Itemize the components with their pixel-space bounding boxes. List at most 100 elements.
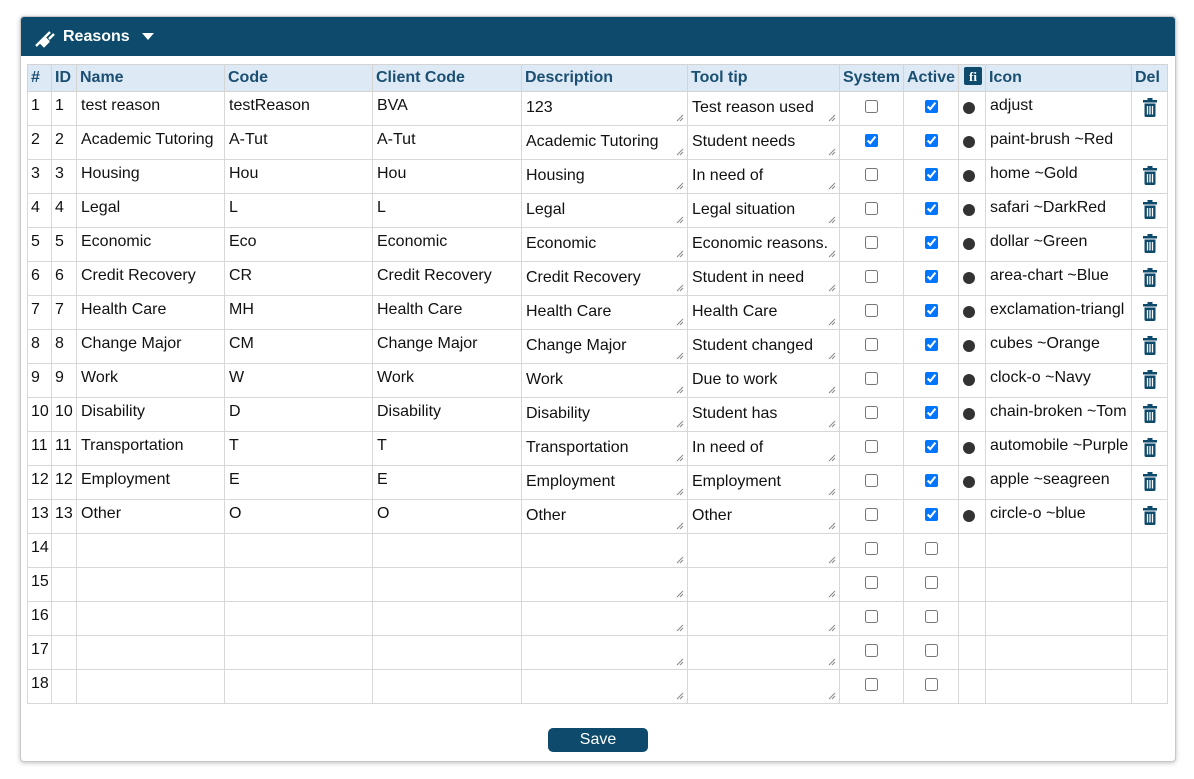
description-cell[interactable]: Credit Recovery xyxy=(521,261,688,296)
tooltip-cell[interactable]: Economic reasons. xyxy=(687,227,840,262)
tooltip-cell[interactable] xyxy=(687,601,840,636)
column-header[interactable]: Code xyxy=(224,64,373,92)
active-checkbox[interactable] xyxy=(924,168,938,181)
description-cell[interactable]: Other xyxy=(521,499,688,534)
delete-button[interactable] xyxy=(1142,234,1158,257)
delete-button[interactable] xyxy=(1142,302,1158,325)
column-header[interactable]: # xyxy=(27,64,52,92)
tooltip-cell[interactable] xyxy=(687,669,840,704)
delete-button[interactable] xyxy=(1142,370,1158,393)
active-checkbox[interactable] xyxy=(924,610,938,623)
active-checkbox[interactable] xyxy=(924,202,938,215)
code-cell: Eco xyxy=(224,227,373,262)
active-checkbox[interactable] xyxy=(924,304,938,317)
description-cell[interactable] xyxy=(521,533,688,568)
active-checkbox[interactable] xyxy=(924,406,938,419)
description-cell[interactable] xyxy=(521,601,688,636)
delete-button[interactable] xyxy=(1142,166,1158,189)
column-header[interactable]: Tool tip xyxy=(687,64,840,92)
active-checkbox[interactable] xyxy=(924,542,938,555)
tooltip-cell[interactable]: Test reason used xyxy=(687,91,840,126)
tooltip-cell[interactable]: Due to work xyxy=(687,363,840,398)
description-cell[interactable]: Change Major xyxy=(521,329,688,364)
tooltip-cell[interactable] xyxy=(687,567,840,602)
column-header[interactable]: Name xyxy=(76,64,225,92)
system-checkbox[interactable] xyxy=(865,202,878,215)
description-cell[interactable]: Economic xyxy=(521,227,688,262)
system-checkbox[interactable] xyxy=(865,304,878,317)
description-cell[interactable]: Academic Tutoring xyxy=(521,125,688,160)
tooltip-cell[interactable] xyxy=(687,635,840,670)
description-cell[interactable] xyxy=(521,669,688,704)
active-checkbox[interactable] xyxy=(924,644,938,657)
tooltip-cell[interactable]: Other xyxy=(687,499,840,534)
delete-button[interactable] xyxy=(1142,98,1158,121)
tooltip-cell[interactable]: Student in need xyxy=(687,261,840,296)
description-cell[interactable]: Housing xyxy=(521,159,688,194)
reason-row: 4 4 Legal L L Legal Legal situation safari ~Dar… xyxy=(27,193,1168,228)
active-checkbox[interactable] xyxy=(924,440,938,453)
save-button[interactable]: Save xyxy=(548,728,648,752)
system-checkbox[interactable] xyxy=(865,644,878,657)
tooltip-cell[interactable] xyxy=(687,533,840,568)
delete-button[interactable] xyxy=(1142,268,1158,291)
column-header[interactable]: Description xyxy=(521,64,688,92)
active-checkbox[interactable] xyxy=(924,270,938,283)
active-checkbox[interactable] xyxy=(924,508,938,521)
active-checkbox[interactable] xyxy=(924,678,938,691)
tooltip-cell[interactable]: In need of xyxy=(687,431,840,466)
system-checkbox[interactable] xyxy=(865,610,878,623)
description-cell[interactable]: Employment xyxy=(521,465,688,500)
active-checkbox[interactable] xyxy=(924,576,938,589)
active-checkbox[interactable] xyxy=(924,100,938,113)
description-cell[interactable] xyxy=(521,635,688,670)
description-cell[interactable]: Health Care xyxy=(521,295,688,330)
tooltip-cell[interactable]: Student changed xyxy=(687,329,840,364)
system-checkbox[interactable] xyxy=(865,338,878,351)
system-checkbox[interactable] xyxy=(865,406,878,419)
description-cell[interactable]: Transportation xyxy=(521,431,688,466)
system-checkbox[interactable] xyxy=(865,474,878,487)
description-cell[interactable]: Work xyxy=(521,363,688,398)
active-checkbox[interactable] xyxy=(924,372,938,385)
description-cell[interactable] xyxy=(521,567,688,602)
tooltip-cell[interactable]: Employment xyxy=(687,465,840,500)
tooltip-cell[interactable]: In need of xyxy=(687,159,840,194)
column-header[interactable]: Icon xyxy=(985,64,1132,92)
delete-button[interactable] xyxy=(1142,200,1158,223)
active-checkbox[interactable] xyxy=(924,474,938,487)
tooltip-cell[interactable]: Student has xyxy=(687,397,840,432)
system-checkbox[interactable] xyxy=(865,542,878,555)
system-checkbox[interactable] xyxy=(865,168,878,181)
system-checkbox[interactable] xyxy=(865,440,878,453)
active-checkbox[interactable] xyxy=(924,236,938,249)
delete-button[interactable] xyxy=(1142,438,1158,461)
delete-button[interactable] xyxy=(1142,506,1158,529)
system-checkbox[interactable] xyxy=(865,270,878,283)
panel-header[interactable]: Reasons xyxy=(21,17,1175,56)
tooltip-cell[interactable]: Legal situation xyxy=(687,193,840,228)
description-cell[interactable]: 123 xyxy=(521,91,688,126)
description-cell[interactable]: Legal xyxy=(521,193,688,228)
icon-preview-cell xyxy=(958,533,986,568)
system-checkbox[interactable] xyxy=(865,372,878,385)
active-checkbox[interactable] xyxy=(924,338,938,351)
column-header[interactable]: Client Code xyxy=(372,64,522,92)
system-checkbox[interactable] xyxy=(865,134,878,147)
description-cell[interactable]: Disability xyxy=(521,397,688,432)
column-header[interactable]: System xyxy=(839,64,904,92)
column-header[interactable]: Active xyxy=(903,64,959,92)
delete-button[interactable] xyxy=(1142,404,1158,427)
column-header[interactable]: ID xyxy=(51,64,77,92)
active-checkbox[interactable] xyxy=(924,134,938,147)
delete-button[interactable] xyxy=(1142,472,1158,495)
system-checkbox[interactable] xyxy=(865,100,878,113)
tooltip-cell[interactable]: Health Care xyxy=(687,295,840,330)
system-checkbox[interactable] xyxy=(865,576,878,589)
system-checkbox[interactable] xyxy=(865,508,878,521)
delete-button[interactable] xyxy=(1142,336,1158,359)
system-checkbox[interactable] xyxy=(865,678,878,691)
tooltip-cell[interactable]: Student needs xyxy=(687,125,840,160)
column-header[interactable]: Del xyxy=(1131,64,1168,92)
system-checkbox[interactable] xyxy=(865,236,878,249)
